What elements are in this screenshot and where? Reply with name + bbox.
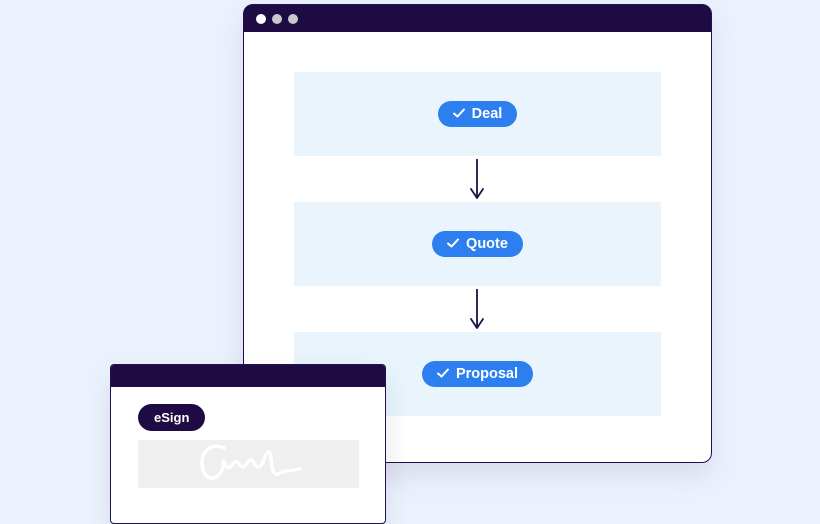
flow-arrow-down-icon (466, 286, 488, 332)
proposal-step-button[interactable]: Proposal (421, 361, 534, 387)
esign-badge-label: eSign (154, 410, 190, 425)
esign-badge: eSign (138, 404, 206, 431)
window-control-dot[interactable] (272, 13, 282, 24)
signature-squiggle-icon (138, 444, 359, 492)
signature-field[interactable] (138, 440, 359, 488)
page-background: { "page": { "background_color": "#ECF2FD… (110, 4, 712, 524)
main-window-titlebar (244, 5, 711, 32)
check-icon (447, 236, 460, 252)
check-icon (436, 366, 449, 382)
quote-step-button[interactable]: Quote (432, 231, 523, 257)
proposal-step-label: Proposal (455, 366, 519, 382)
window-control-dot[interactable] (288, 13, 298, 24)
esign-window: eSign (110, 364, 386, 524)
esign-window-titlebar (111, 365, 385, 387)
window-control-dot[interactable] (256, 13, 266, 24)
deal-step-button[interactable]: Deal (437, 101, 518, 127)
deal-step-label: Deal (471, 106, 503, 122)
workflow-row-quote: Quote (294, 202, 661, 286)
flow-arrow-down-icon (466, 156, 488, 202)
workflow-row-deal: Deal (294, 72, 661, 156)
quote-step-label: Quote (466, 236, 508, 252)
check-icon (452, 106, 465, 122)
